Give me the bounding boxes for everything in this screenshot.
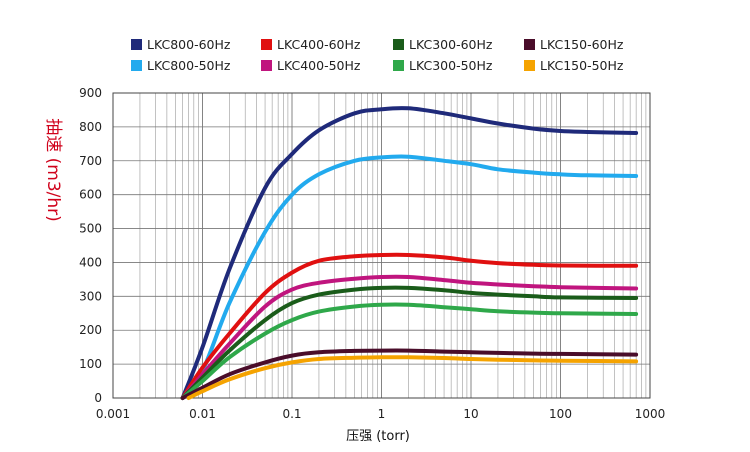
plot-border — [112, 92, 651, 399]
y-axis-label: 抽速 (m3/hr) — [43, 118, 63, 222]
y-tick-label: 400 — [79, 255, 102, 269]
grid — [112, 92, 651, 399]
x-tick-label: 1 — [378, 407, 386, 421]
y-tick-label: 300 — [79, 289, 102, 303]
legend-label: LKC400-60Hz — [277, 37, 361, 52]
series-line-lkc800-50hz — [180, 154, 639, 400]
x-tick-labels: 0.001 0.01 0.1 1 10 100 1000 — [96, 407, 665, 421]
series-group — [180, 106, 639, 400]
legend-label: LKC400-50Hz — [277, 58, 361, 73]
legend-label: LKC150-50Hz — [540, 58, 624, 73]
y-tick-label: 100 — [79, 357, 102, 371]
series-line-lkc150-60hz — [180, 348, 639, 400]
legend-swatch — [131, 39, 142, 50]
x-tick-label: 1000 — [635, 407, 666, 421]
y-tick-label: 900 — [79, 86, 102, 100]
plot-frame — [112, 92, 651, 399]
y-tick-label: 700 — [79, 154, 102, 168]
series-line-lkc400-60hz — [180, 252, 639, 400]
y-tick-label: 600 — [79, 188, 102, 202]
legend: LKC800-60Hz LKC800-50Hz LKC400-60Hz LKC400-… — [131, 37, 624, 73]
legend-swatch — [131, 60, 142, 71]
legend-swatch — [393, 39, 404, 50]
y-tick-label: 200 — [79, 323, 102, 337]
x-tick-label: 0.001 — [96, 407, 130, 421]
legend-label: LKC150-60Hz — [540, 37, 624, 52]
series-line-lkc400-50hz — [180, 274, 639, 400]
x-tick-label: 100 — [549, 407, 572, 421]
y-tick-label: 800 — [79, 120, 102, 134]
legend-label: LKC800-60Hz — [147, 37, 231, 52]
legend-label: LKC800-50Hz — [147, 58, 231, 73]
series-line-lkc150-50hz — [186, 355, 639, 400]
x-tick-label: 0.1 — [282, 407, 301, 421]
series-line-lkc800-60hz — [180, 106, 639, 400]
series-line-lkc300-60hz — [180, 285, 639, 400]
legend-swatch — [524, 39, 535, 50]
legend-swatch — [261, 60, 272, 71]
y-tick-labels: 0 100 200 300 400 500 600 700 800 900 — [79, 86, 102, 405]
legend-swatch — [261, 39, 272, 50]
legend-label: LKC300-60Hz — [409, 37, 493, 52]
legend-swatch — [393, 60, 404, 71]
legend-swatch — [524, 60, 535, 71]
series-line-lkc300-50hz — [180, 302, 639, 400]
y-tick-label: 500 — [79, 222, 102, 236]
x-tick-label: 0.01 — [189, 407, 216, 421]
x-axis-label: 压强 (torr) — [346, 429, 410, 444]
y-tick-label: 0 — [94, 391, 102, 405]
legend-label: LKC300-50Hz — [409, 58, 493, 73]
x-tick-label: 10 — [463, 407, 478, 421]
